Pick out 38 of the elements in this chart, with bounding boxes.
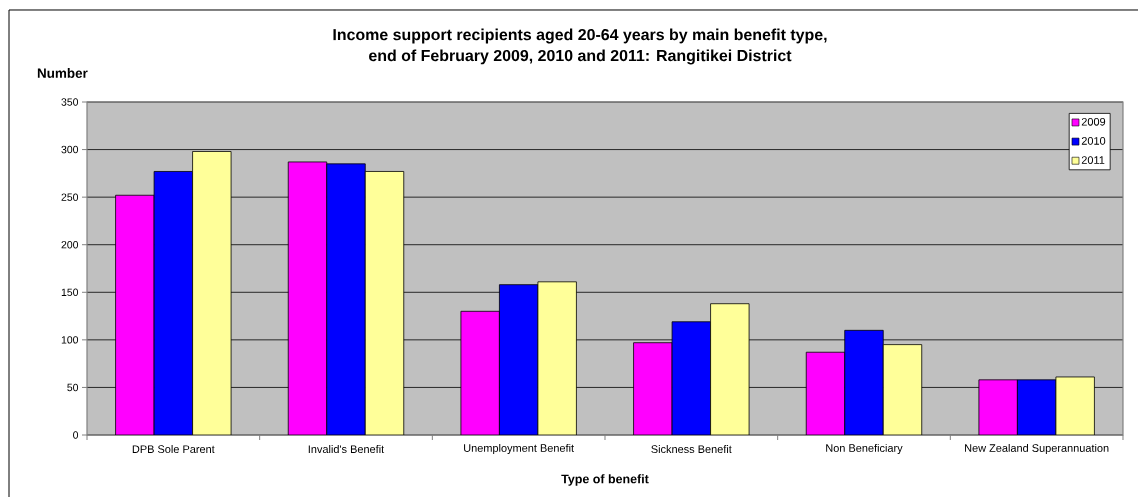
bar [978, 379, 1018, 435]
legend-label: 2009 [1081, 117, 1106, 126]
bar [633, 342, 673, 435]
x-tick-label: DPB Sole Parent [132, 444, 215, 454]
bar [364, 171, 405, 435]
y-tick-label: 300 [61, 145, 79, 154]
y-tick-label: 0 [73, 431, 79, 439]
bar [192, 151, 232, 435]
bar [287, 161, 328, 435]
y-tick-label: 200 [61, 241, 79, 249]
y-tick-label: 250 [61, 193, 79, 201]
bar [537, 281, 577, 435]
x-tick-label: Non Beneficiary [826, 443, 903, 455]
legend-label: 2010 [1081, 137, 1106, 145]
bar [115, 194, 155, 435]
x-tick-label: Invalid's Benefit [308, 444, 385, 454]
bar [1017, 379, 1057, 435]
y-tick-label: 350 [61, 98, 79, 106]
bar [844, 329, 884, 435]
bar [499, 284, 539, 435]
bar [1055, 376, 1095, 435]
legend-label: 2011 [1081, 156, 1105, 164]
bar [460, 310, 500, 435]
y-tick-label: 50 [67, 383, 79, 392]
y-axis-title: Number [37, 68, 88, 78]
bar [805, 351, 846, 435]
x-tick-label: Sickness Benefit [651, 444, 732, 454]
bar [153, 171, 193, 435]
x-tick-label: Unemployment Benefit [464, 443, 574, 455]
bar [671, 321, 711, 435]
bar [882, 344, 923, 435]
bar [710, 303, 750, 435]
x-tick-label: New Zealand Superannuation [965, 443, 1109, 455]
y-tick-label: 100 [61, 336, 79, 344]
bar [326, 163, 366, 435]
y-tick-label: 150 [61, 288, 79, 296]
x-axis-title: Type of benefit [561, 474, 649, 486]
chart-title: Income support recipients aged 20-64 years by main benefit type, end of February 2009, 2010 and 2011: Rangitikei District [333, 28, 827, 65]
